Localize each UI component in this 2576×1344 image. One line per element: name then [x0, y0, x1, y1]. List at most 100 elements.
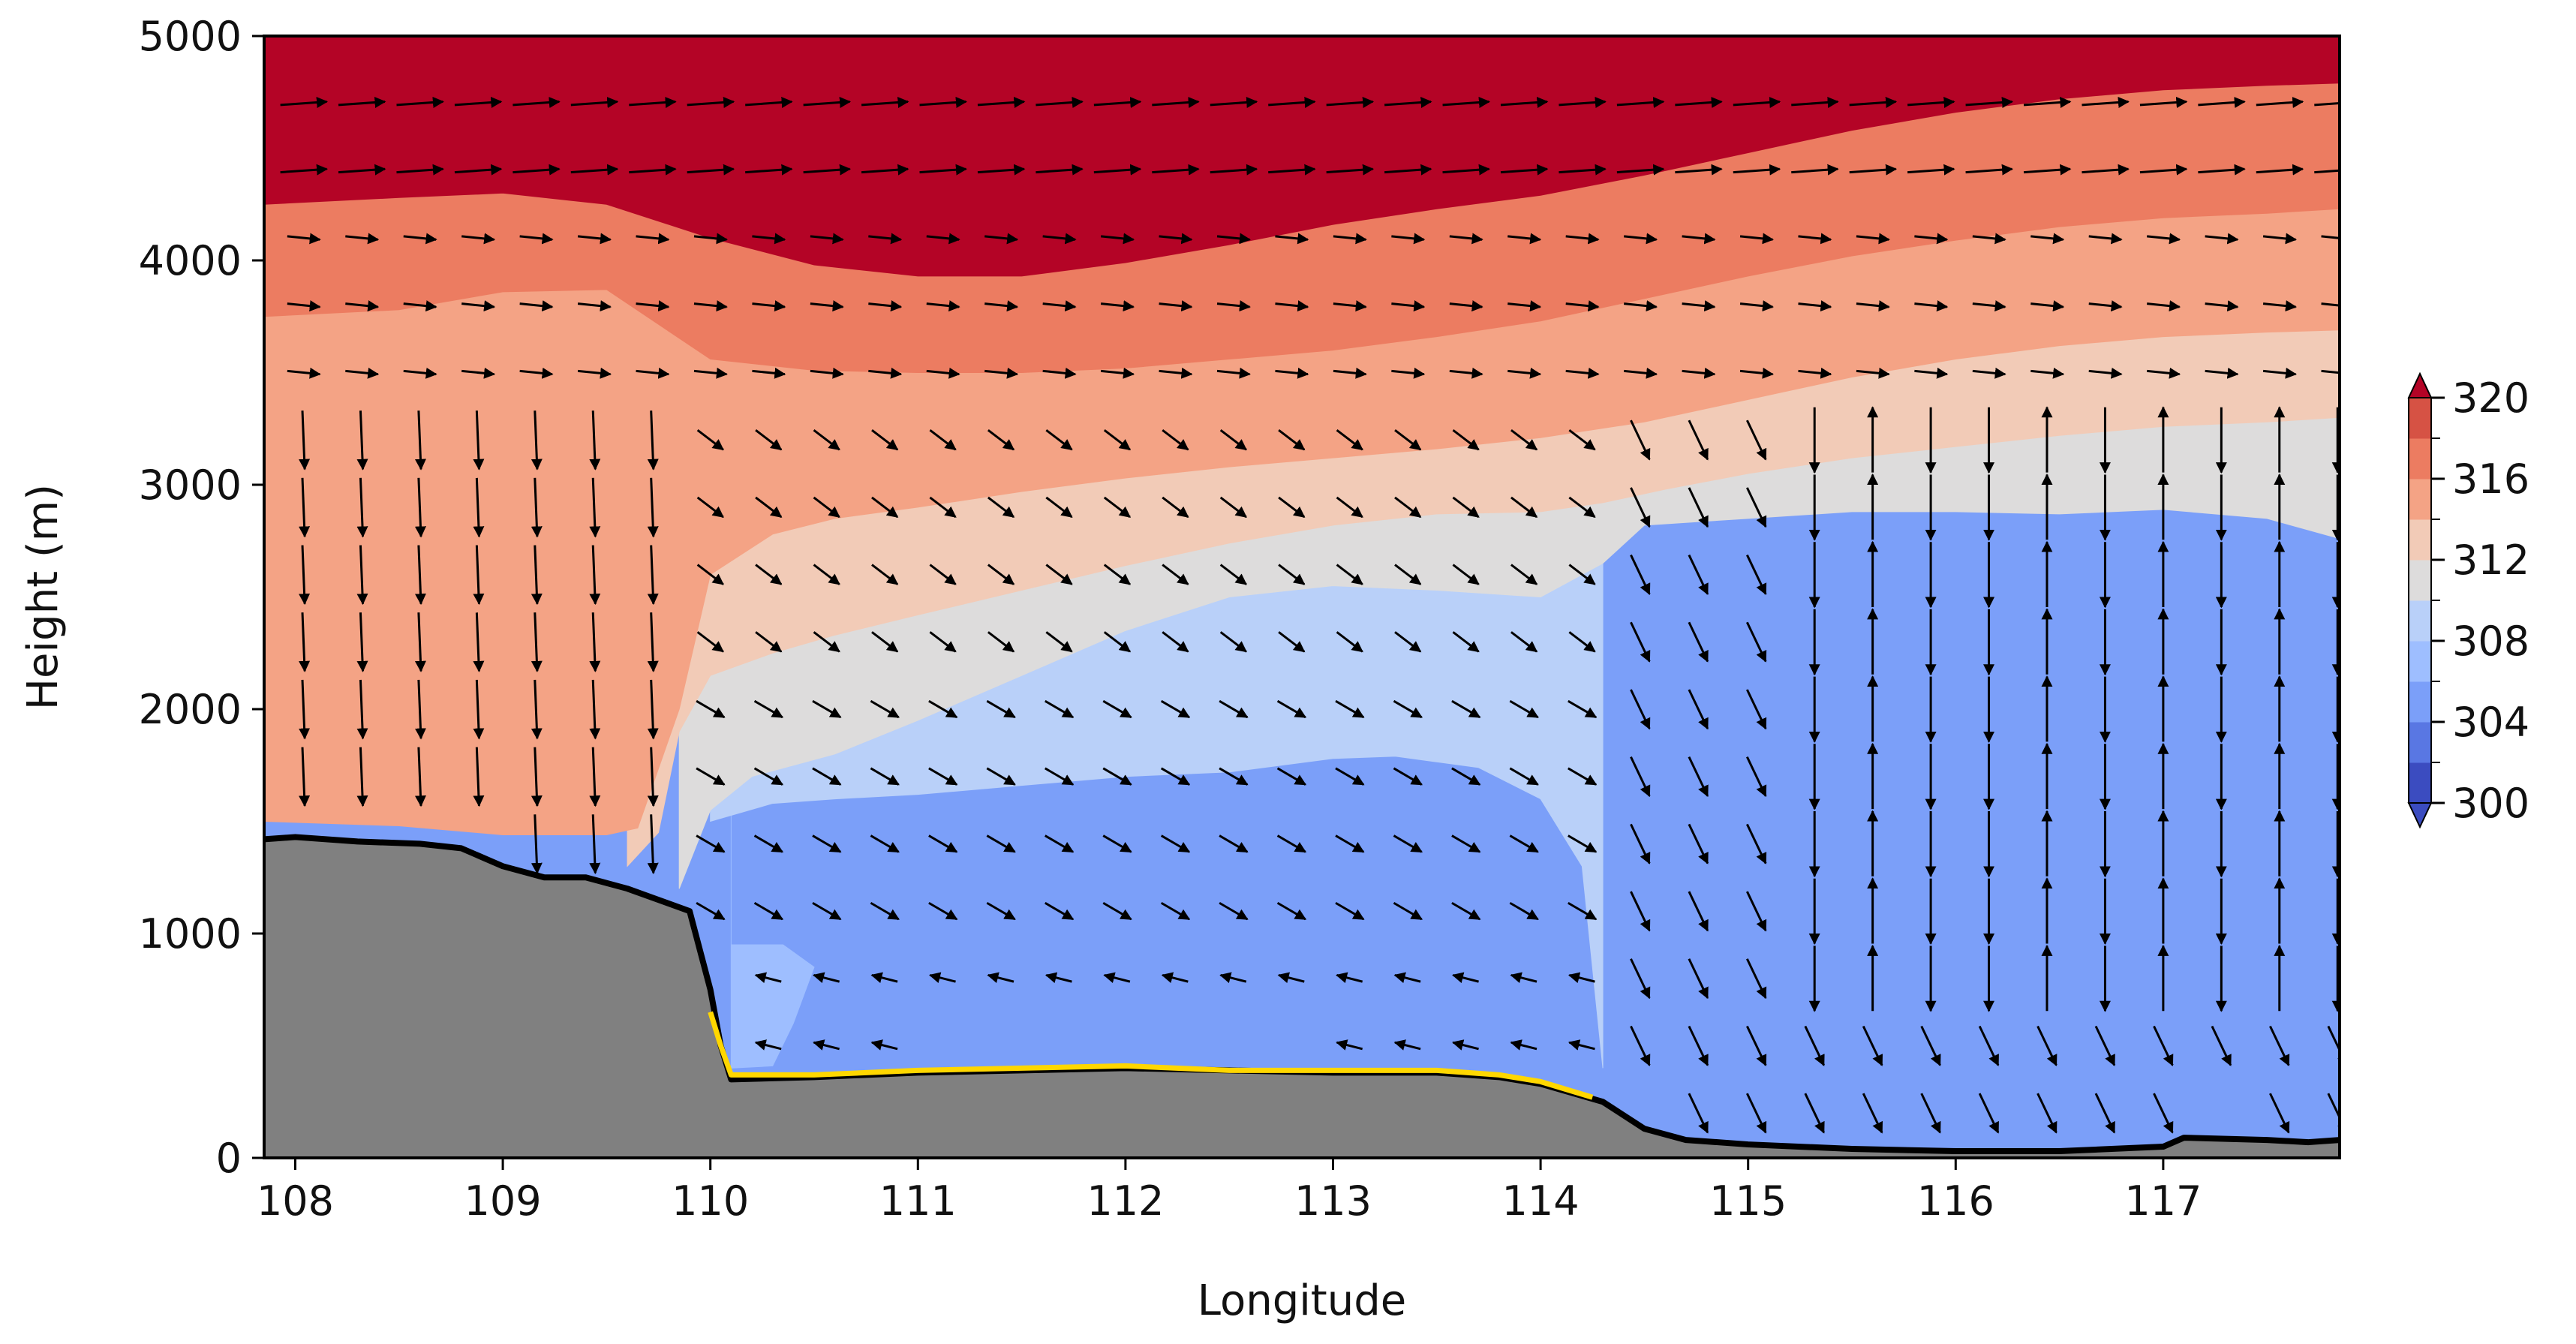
wind-vector [636, 233, 670, 245]
wind-vector [693, 300, 728, 312]
wind-vector [929, 428, 957, 451]
wind-vector [403, 367, 437, 379]
wind-vector [813, 631, 840, 653]
colorbar-tick-label: 316 [2452, 456, 2529, 503]
wind-vector [1739, 300, 1774, 312]
wind-vector [1568, 699, 1598, 719]
wind-vector [2023, 164, 2072, 176]
wind-vector [1102, 699, 1132, 719]
wind-vector [1336, 631, 1363, 653]
wind-vector [810, 233, 844, 245]
colorbar-band [2409, 681, 2431, 723]
wind-vector [868, 233, 903, 245]
wind-vector [531, 747, 543, 807]
wind-vector [396, 164, 444, 176]
wind-vector [1509, 699, 1539, 719]
wind-vector [1739, 367, 1774, 379]
wind-vector [414, 612, 426, 672]
wind-vector [512, 164, 561, 176]
wind-vector [1630, 958, 1651, 1000]
wind-vector [1045, 631, 1073, 653]
wind-vector [2088, 367, 2123, 379]
wind-vector [519, 367, 554, 379]
wind-vector [414, 545, 426, 606]
wind-vector [1160, 699, 1191, 719]
wind-vector [1278, 564, 1306, 585]
wind-vector [984, 233, 1019, 245]
wind-vector [577, 300, 612, 312]
wind-vector [1745, 487, 1767, 528]
wind-vector [870, 834, 900, 853]
wind-vector [1616, 164, 1665, 176]
wind-vector [2094, 1025, 2116, 1066]
wind-vector [1965, 164, 2014, 176]
wind-vector [1745, 1025, 1767, 1066]
wind-vector [1102, 834, 1132, 853]
wind-vector [987, 972, 1014, 984]
wind-vector [871, 496, 899, 519]
wind-vector [1510, 972, 1537, 984]
wind-vector [987, 631, 1015, 653]
wind-vector [454, 96, 503, 108]
wind-vector [810, 300, 844, 312]
colorbar: 300 304 308 312 316 320 [2407, 371, 2529, 829]
wind-vector [2211, 1025, 2232, 1066]
wind-vector [1630, 621, 1651, 663]
wind-vector [1102, 767, 1132, 786]
wind-vector [1326, 164, 1375, 176]
wind-vector [589, 747, 601, 807]
wind-vector [1159, 300, 1193, 312]
wind-vector [531, 679, 543, 740]
wind-vector [473, 747, 485, 807]
wind-vector [570, 96, 619, 108]
yellow-contour [708, 1011, 1594, 1100]
wind-vector [1682, 367, 1716, 379]
wind-vector [871, 564, 899, 585]
wind-vector [813, 564, 840, 585]
wind-vector [1278, 428, 1306, 451]
wind-vector [1688, 958, 1709, 1000]
wind-vector [1102, 901, 1132, 921]
wind-vector [1559, 164, 1607, 176]
wind-vector [926, 367, 960, 379]
wind-vector [1452, 428, 1480, 451]
wind-vector [1500, 96, 1549, 108]
wind-vector [577, 233, 612, 245]
wind-vector [1568, 428, 1596, 451]
wind-vector [1449, 233, 1483, 245]
wind-vector [1914, 233, 1949, 245]
x-tick-label: 117 [2124, 1177, 2202, 1225]
wind-vector [687, 96, 735, 108]
wind-vector [984, 300, 1019, 312]
wind-vector [1688, 1093, 1709, 1134]
wind-vector [2088, 300, 2123, 312]
wind-vector [1630, 891, 1651, 932]
wind-vector [929, 564, 957, 585]
wind-vector [287, 233, 321, 245]
colorbar-tick-label: 304 [2452, 699, 2529, 746]
wind-vector [2198, 164, 2246, 176]
wind-vector [1452, 496, 1480, 519]
wind-vector [1045, 564, 1073, 585]
wind-vector [1103, 496, 1132, 519]
wind-vector [926, 300, 960, 312]
wind-vector [1219, 901, 1249, 921]
wind-vector [356, 477, 368, 538]
wind-vector [1745, 689, 1767, 730]
wind-vector [473, 679, 485, 740]
wind-vector [928, 699, 958, 719]
wind-vector [1100, 300, 1135, 312]
wind-vector [414, 477, 426, 538]
wind-vector [403, 233, 437, 245]
wind-vector [1442, 164, 1490, 176]
wind-vector [868, 300, 903, 312]
wind-vector [1907, 164, 1955, 176]
wind-vector [1733, 96, 1781, 108]
wind-vector [752, 233, 786, 245]
y-tick-label: 4000 [139, 237, 242, 284]
y-tick-label: 2000 [139, 686, 242, 733]
wind-vector [1510, 428, 1538, 451]
wind-vector [2030, 300, 2065, 312]
wind-vector [1162, 631, 1189, 653]
wind-vector [414, 747, 426, 807]
